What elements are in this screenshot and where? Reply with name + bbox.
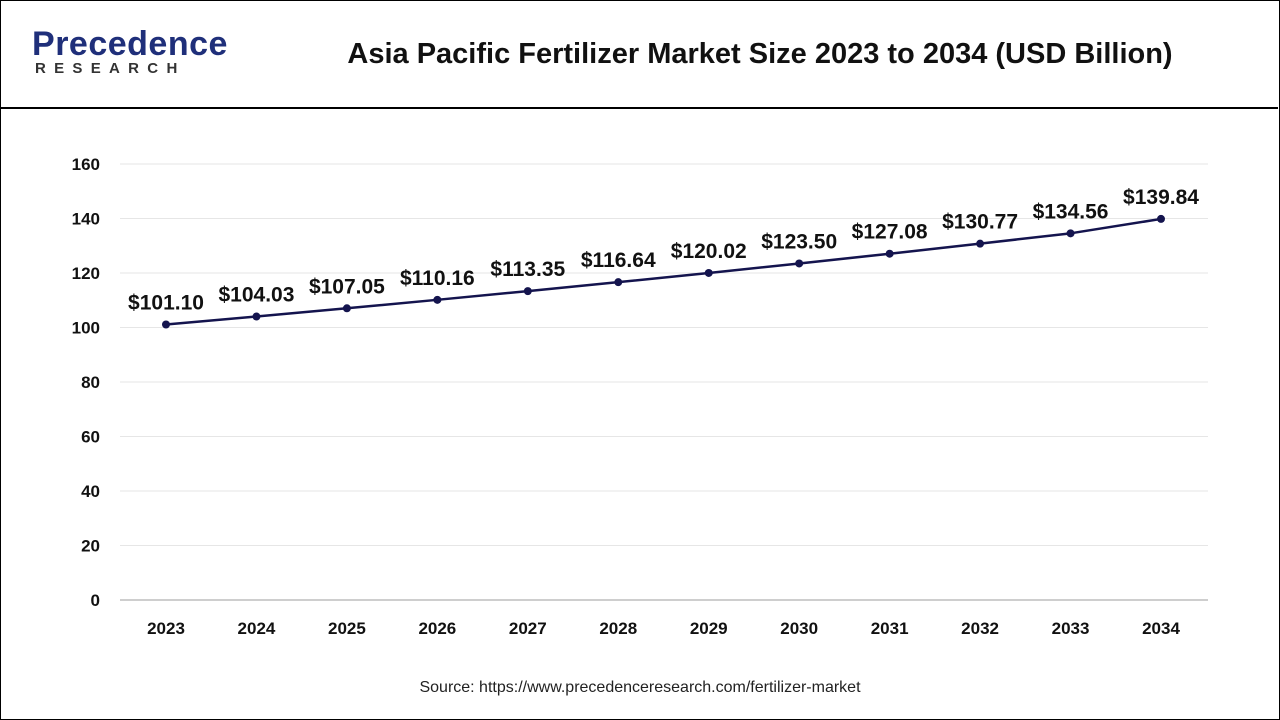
x-tick-label: 2025 xyxy=(328,619,366,638)
x-tick-label: 2030 xyxy=(780,619,818,638)
y-tick-label: 40 xyxy=(81,482,100,501)
data-point xyxy=(1157,214,1165,223)
data-label: $116.64 xyxy=(581,249,656,272)
source-note: Source: https://www.precedenceresearch.c… xyxy=(419,679,861,696)
x-tick-label: 2026 xyxy=(418,619,456,638)
y-tick-label: 0 xyxy=(91,591,100,610)
y-tick-label: 160 xyxy=(72,155,100,174)
data-point xyxy=(433,295,442,304)
y-tick-label: 140 xyxy=(72,210,100,229)
x-tick-label: 2024 xyxy=(238,619,276,638)
data-point xyxy=(795,259,804,268)
data-label: $127.08 xyxy=(852,221,928,244)
logo-wordmark: Precedence xyxy=(32,24,228,64)
data-label: $104.03 xyxy=(218,284,294,307)
x-tick-label: 2034 xyxy=(1142,619,1180,638)
x-tick-label: 2023 xyxy=(147,619,185,638)
data-point xyxy=(614,278,623,287)
gridlines xyxy=(120,163,1208,546)
x-tick-label: 2032 xyxy=(961,619,999,638)
data-point xyxy=(162,320,170,329)
data-point xyxy=(252,312,261,321)
data-label: $134.56 xyxy=(1033,200,1109,223)
data-point xyxy=(976,239,985,248)
x-tick-label: 2028 xyxy=(599,619,637,638)
y-tick-label: 100 xyxy=(72,319,100,338)
data-label: $107.05 xyxy=(309,275,385,298)
logo-name: recedence xyxy=(55,25,228,63)
data-point xyxy=(704,268,713,277)
logo-subtitle: RESEARCH xyxy=(35,60,186,77)
data-point xyxy=(342,304,351,313)
y-tick-label: 60 xyxy=(81,428,100,447)
y-tick-label: 80 xyxy=(81,373,100,392)
logo-initial: P xyxy=(32,25,56,63)
x-tick-label: 2029 xyxy=(690,619,728,638)
x-axis: 2023 2024 2025 2026 2027 2028 2029 2030 2031 2032… xyxy=(120,599,1208,638)
y-tick-label: 20 xyxy=(81,537,100,556)
series-line xyxy=(165,217,1162,326)
x-tick-label: 2031 xyxy=(871,619,909,638)
data-point xyxy=(885,249,894,258)
brand-logo: Precedence RESEARCH xyxy=(32,24,232,84)
data-label: $101.10 xyxy=(128,292,204,315)
data-point xyxy=(1066,229,1075,238)
x-tick-label: 2033 xyxy=(1052,619,1090,638)
chart-title: Asia Pacific Fertilizer Market Size 2023… xyxy=(347,38,1173,70)
x-tick-label: 2027 xyxy=(509,619,547,638)
data-labels: $101.10 $104.03 $107.05 $110.16 $113.35 $116.… xyxy=(128,186,1199,315)
data-label: $123.50 xyxy=(761,230,837,253)
data-label: $113.35 xyxy=(490,258,565,281)
y-axis: 0 20 40 60 80 100 120 140 160 xyxy=(72,155,100,610)
y-tick-label: 120 xyxy=(72,264,100,283)
data-point xyxy=(523,287,532,296)
data-label: $130.77 xyxy=(942,211,1018,234)
series-line-group xyxy=(162,214,1165,329)
data-label: $139.84 xyxy=(1123,186,1199,209)
data-label: $120.02 xyxy=(671,240,747,263)
data-label: $110.16 xyxy=(400,267,475,290)
header: Precedence RESEARCH Asia Pacific Fertili… xyxy=(0,0,1278,109)
